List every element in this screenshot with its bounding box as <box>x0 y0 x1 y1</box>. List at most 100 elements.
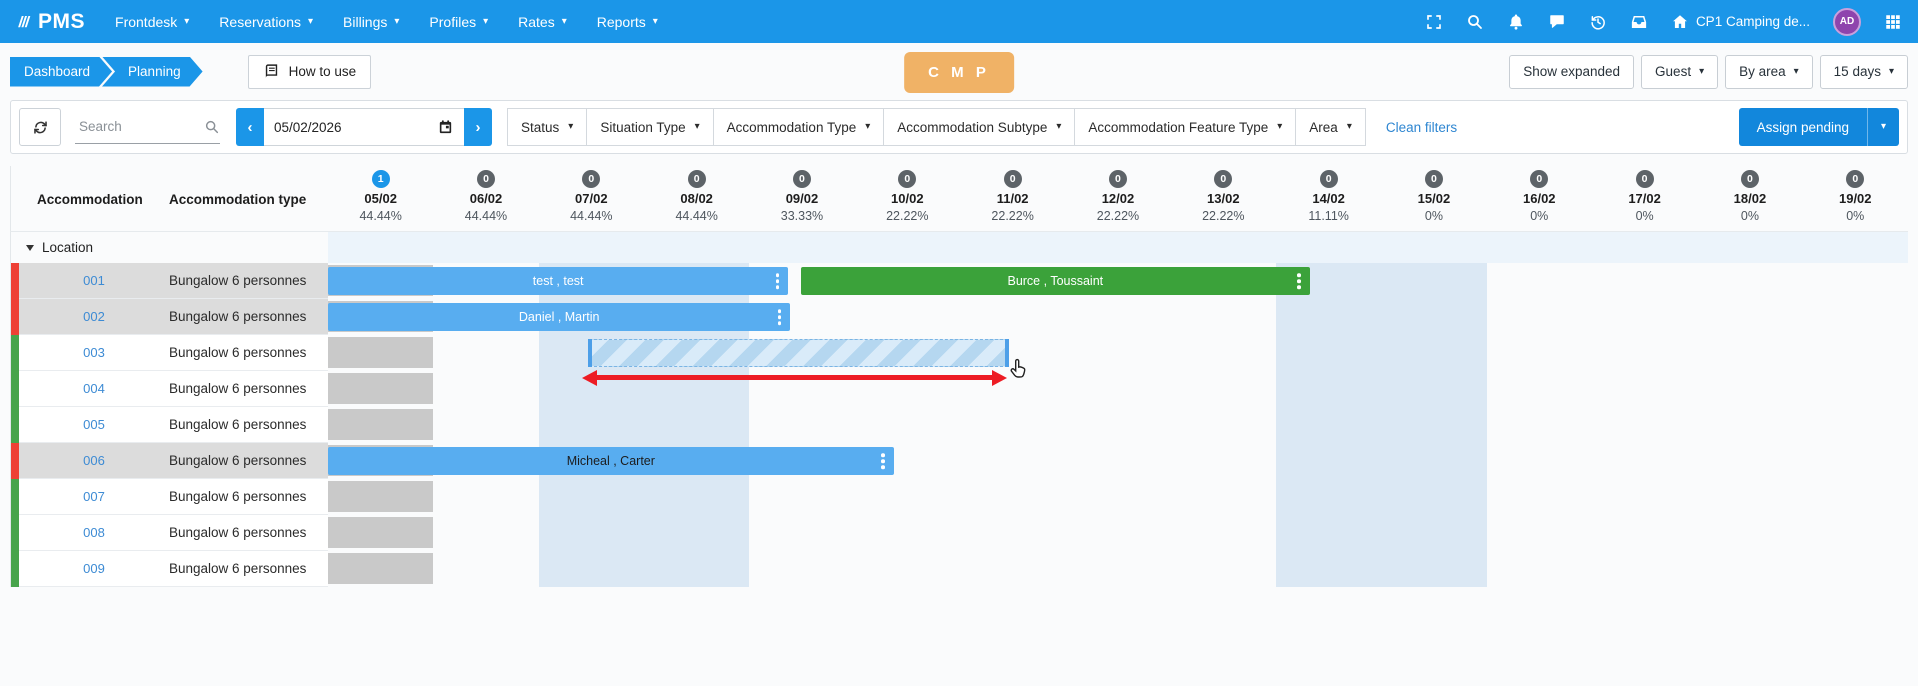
gray-day-cell[interactable] <box>328 517 434 548</box>
drag-range-arrow <box>582 369 1007 386</box>
inbox-icon[interactable] <box>1630 13 1648 31</box>
day-column-header[interactable]: 0 11/02 22.22% <box>960 166 1065 231</box>
property-selector[interactable]: CP1 Camping de... <box>1671 13 1810 31</box>
nav-menu-reports[interactable]: Reports <box>597 14 658 30</box>
reservation-bar[interactable]: Micheal , Carter <box>328 447 894 475</box>
nav-menu-billings[interactable]: Billings <box>343 14 399 30</box>
day-column-header[interactable]: 0 13/02 22.22% <box>1171 166 1276 231</box>
next-day-button[interactable]: › <box>464 108 492 146</box>
day-column-header[interactable]: 1 05/02 44.44% <box>328 166 433 231</box>
accommodation-number-link[interactable]: 007 <box>83 489 105 504</box>
accommodation-number-link[interactable]: 005 <box>83 417 105 432</box>
row-timeline[interactable]: Daniel , Martin <box>328 299 1908 335</box>
reservation-bar[interactable]: test , test <box>328 267 789 295</box>
row-timeline[interactable] <box>328 515 1908 551</box>
fullscreen-icon[interactable] <box>1425 13 1443 31</box>
day-column-header[interactable]: 0 19/02 0% <box>1803 166 1908 231</box>
row-timeline[interactable] <box>328 371 1908 407</box>
search-icon[interactable] <box>1466 13 1484 31</box>
day-column-header[interactable]: 0 14/02 11.11% <box>1276 166 1381 231</box>
bar-menu-dots-icon[interactable] <box>775 273 780 289</box>
how-to-use-button[interactable]: How to use <box>247 54 372 89</box>
assign-pending-caret[interactable] <box>1867 108 1899 146</box>
gray-day-cell[interactable] <box>328 373 434 404</box>
day-column-header[interactable]: 0 06/02 44.44% <box>433 166 538 231</box>
filter-dropdown-situation-type[interactable]: Situation Type <box>586 108 714 146</box>
day-headers: 1 05/02 44.44% 0 06/02 44.44% 0 07/02 44.44% 0 08/… <box>328 166 1908 231</box>
day-count-badge: 0 <box>1214 170 1233 188</box>
filter-dropdown-label: Status <box>521 119 560 135</box>
calendar-icon[interactable] <box>437 119 454 136</box>
day-count-badge: 0 <box>476 170 495 188</box>
reservation-bar[interactable]: Burce , Toussaint <box>800 267 1310 295</box>
chat-icon[interactable] <box>1548 13 1566 31</box>
row-timeline[interactable]: test , test Burce , Toussaint <box>328 263 1908 299</box>
day-count-badge: 0 <box>1740 170 1759 188</box>
prev-day-button[interactable]: ‹ <box>236 108 264 146</box>
history-icon[interactable] <box>1589 13 1607 31</box>
search-input[interactable] <box>75 119 204 134</box>
day-column-header[interactable]: 0 16/02 0% <box>1487 166 1592 231</box>
day-column-header[interactable]: 0 09/02 33.33% <box>749 166 854 231</box>
gray-day-cell[interactable] <box>328 481 434 512</box>
filter-dropdown-area[interactable]: Area <box>1295 108 1366 146</box>
accommodation-number-link[interactable]: 002 <box>83 309 105 324</box>
day-column-header[interactable]: 0 18/02 0% <box>1697 166 1802 231</box>
gray-day-cell[interactable] <box>328 553 434 584</box>
chevron-down-icon <box>308 17 313 27</box>
gray-day-cell[interactable] <box>328 337 434 368</box>
calendar-header: Accommodation Accommodation type 1 05/02 4… <box>10 166 1908 232</box>
pms-logo[interactable]: PMS <box>16 10 85 34</box>
bar-menu-dots-icon[interactable] <box>1297 273 1301 289</box>
filter-dropdown-label: Accommodation Feature Type <box>1088 119 1269 135</box>
day-column-header[interactable]: 0 07/02 44.44% <box>539 166 644 231</box>
accommodation-number-link[interactable]: 003 <box>83 345 105 360</box>
by-area-dropdown[interactable]: By area <box>1725 54 1813 89</box>
refresh-button[interactable] <box>19 108 61 146</box>
nav-menu-reservations[interactable]: Reservations <box>219 14 313 30</box>
bar-menu-dots-icon[interactable] <box>881 453 885 469</box>
date-input[interactable] <box>274 119 431 135</box>
selection-preview-bar[interactable] <box>588 339 1010 367</box>
bar-menu-dots-icon[interactable] <box>777 309 782 325</box>
range-dropdown[interactable]: 15 days <box>1819 54 1908 89</box>
day-column-header[interactable]: 0 12/02 22.22% <box>1065 166 1170 231</box>
breadcrumb-planning[interactable]: Planning <box>102 57 203 87</box>
accommodation-number-link[interactable]: 004 <box>83 381 105 396</box>
accommodation-number-link[interactable]: 001 <box>83 273 105 288</box>
row-timeline[interactable]: Micheal , Carter <box>328 443 1908 479</box>
accommodation-row: 002 Bungalow 6 personnes Daniel , Martin <box>11 299 1908 335</box>
reservation-bar[interactable]: Daniel , Martin <box>328 303 791 331</box>
day-column-header[interactable]: 0 17/02 0% <box>1592 166 1697 231</box>
filter-dropdown-accommodation-feature-type[interactable]: Accommodation Feature Type <box>1074 108 1297 146</box>
filter-dropdown-accommodation-subtype[interactable]: Accommodation Subtype <box>883 108 1076 146</box>
row-timeline[interactable] <box>328 551 1908 587</box>
show-expanded-button[interactable]: Show expanded <box>1509 54 1635 89</box>
day-column-header[interactable]: 0 10/02 22.22% <box>855 166 960 231</box>
assign-pending-button[interactable]: Assign pending <box>1738 108 1899 146</box>
accommodation-number-link[interactable]: 009 <box>83 561 105 576</box>
chevron-down-icon <box>184 17 189 27</box>
location-group-toggle[interactable]: Location <box>11 232 328 263</box>
apps-grid-icon[interactable] <box>1884 13 1902 31</box>
accommodation-number-link[interactable]: 008 <box>83 525 105 540</box>
breadcrumb-dashboard[interactable]: Dashboard <box>10 57 112 87</box>
nav-menu-rates[interactable]: Rates <box>518 14 567 30</box>
row-timeline[interactable] <box>328 479 1908 515</box>
housekeeping-status-indicator <box>11 407 19 443</box>
day-column-header[interactable]: 0 15/02 0% <box>1381 166 1486 231</box>
user-avatar[interactable]: AD <box>1833 7 1861 36</box>
chevron-down-icon <box>1881 122 1886 132</box>
filter-dropdown-accommodation-type[interactable]: Accommodation Type <box>712 108 885 146</box>
filter-dropdown-status[interactable]: Status <box>507 108 588 146</box>
day-column-header[interactable]: 0 08/02 44.44% <box>644 166 749 231</box>
row-timeline[interactable] <box>328 335 1908 371</box>
accommodation-number-link[interactable]: 006 <box>83 453 105 468</box>
gray-day-cell[interactable] <box>328 409 434 440</box>
row-timeline[interactable] <box>328 407 1908 443</box>
guest-dropdown[interactable]: Guest <box>1641 54 1719 89</box>
clean-filters-link[interactable]: Clean filters <box>1385 119 1458 135</box>
nav-menu-profiles[interactable]: Profiles <box>429 14 488 30</box>
bell-icon[interactable] <box>1507 13 1525 31</box>
nav-menu-frontdesk[interactable]: Frontdesk <box>115 14 189 30</box>
